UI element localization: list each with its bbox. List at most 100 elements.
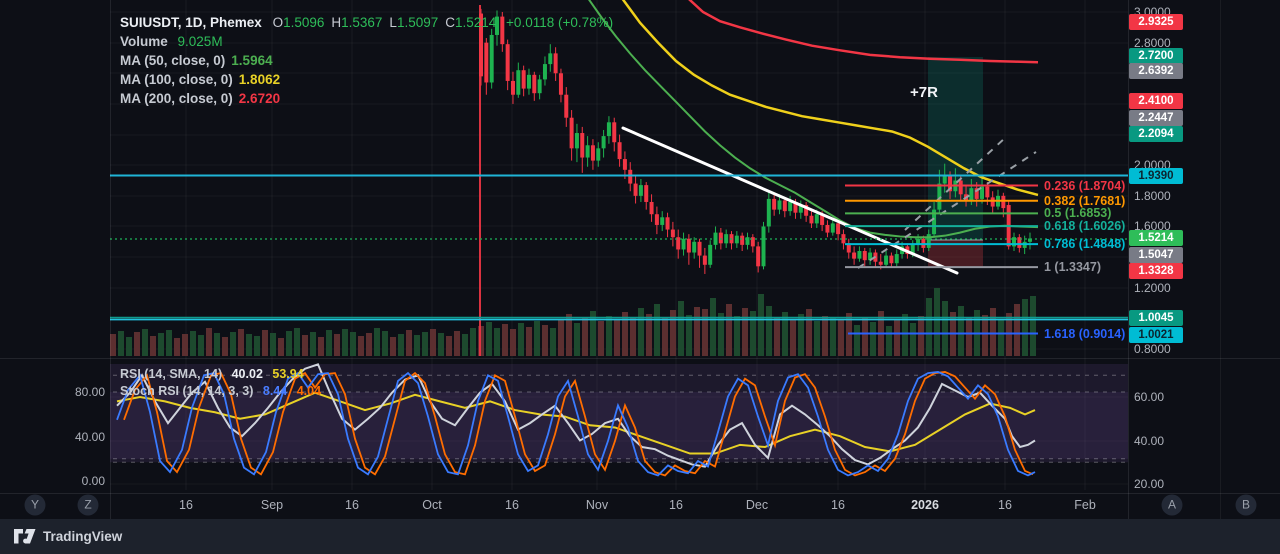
scale-button-a[interactable]: A — [1161, 494, 1183, 516]
price-badge: 2.2447 — [1129, 110, 1183, 126]
time-label: 16 — [831, 498, 845, 512]
time-label: 16 — [669, 498, 683, 512]
pane-separator[interactable] — [0, 358, 1280, 359]
pane-left-border — [110, 0, 111, 519]
price-badge: 1.0021 — [1129, 327, 1183, 343]
chart-legend[interactable]: SUIUSDT, 1D, Phemex O1.5096 H1.5367 L1.509… — [120, 13, 613, 108]
time-label: 16 — [998, 498, 1012, 512]
fib-label: 0.236 (1.8704) — [1044, 178, 1126, 193]
time-label: Dec — [745, 498, 769, 512]
legend-symbol-row[interactable]: SUIUSDT, 1D, Phemex O1.5096 H1.5367 L1.509… — [120, 13, 613, 32]
stoch-d-line — [123, 371, 1034, 477]
rsi-ma-line — [116, 391, 1036, 455]
indicator-tick-left: 80.00 — [74, 385, 105, 399]
fib-label: 0.786 (1.4848) — [1044, 237, 1126, 252]
indicator-tick-right: 20.00 — [1134, 477, 1165, 491]
stoch-label: Stoch RSI (14, 14, 3, 3) — [120, 384, 254, 398]
ma-value: 1.8062 — [238, 72, 281, 87]
risk-reward-label[interactable]: +7R — [910, 84, 938, 101]
legend-volume-row[interactable]: Volume 9.025M — [120, 32, 613, 51]
time-label: 16 — [505, 498, 519, 512]
scale-button-b[interactable]: B — [1235, 494, 1257, 516]
tradingview-logo-icon — [14, 529, 36, 544]
dashed-trendline-2[interactable] — [904, 137, 1006, 231]
ohlc-key: L — [389, 15, 397, 30]
ma-value: 2.6720 — [238, 91, 281, 106]
ma100-line — [621, 0, 1039, 197]
price-badge: 2.7200 — [1129, 48, 1183, 64]
symbol-title[interactable]: SUIUSDT, 1D, Phemex — [120, 15, 262, 30]
ohlc-val: 1.5097 — [396, 15, 439, 30]
price-badge: 2.6392 — [1129, 63, 1183, 79]
time-label: 16 — [345, 498, 359, 512]
time-label: 16 — [179, 498, 193, 512]
fib-label: 0.382 (1.7681) — [1044, 193, 1126, 208]
long-position-tool[interactable] — [928, 57, 983, 268]
price-axis-border — [1128, 0, 1129, 519]
time-label: 2026 — [911, 498, 939, 512]
ohlc-val: 1.5367 — [341, 15, 383, 30]
ma-label: MA (50, close, 0) — [120, 53, 226, 68]
ohlc-key: O — [272, 15, 284, 30]
fib-label: 0.618 (1.6026) — [1044, 219, 1126, 234]
volume-value: 9.025M — [177, 34, 223, 49]
indicator-tick-right: 40.00 — [1134, 434, 1165, 448]
ma-legend-rows: MA (50, close, 0) 1.5964 MA (100, close, 0… — [120, 51, 613, 108]
price-tick: 1.6000 — [1134, 219, 1171, 233]
rsi-label: RSI (14, SMA, 14) — [120, 367, 223, 381]
rsi-legend-row[interactable]: RSI (14, SMA, 14) 40.02 53.94 — [120, 366, 321, 383]
ma200-line — [688, 0, 1039, 64]
fib-label: 1.618 (0.9014) — [1044, 326, 1126, 341]
oscillator-lines — [116, 363, 1036, 477]
time-label: Nov — [585, 498, 609, 512]
brand-name: TradingView — [43, 529, 123, 544]
price-tick: 1.2000 — [1134, 281, 1171, 295]
ma50-line — [588, 0, 1039, 239]
price-badge: 2.9325 — [1129, 14, 1183, 30]
price-badge: 1.0045 — [1129, 310, 1183, 326]
volume-histogram — [110, 288, 1036, 356]
scale-button-y[interactable]: Y — [24, 494, 46, 516]
rsi-value: 40.02 — [231, 367, 263, 381]
ma-value: 1.5964 — [231, 53, 273, 68]
price-badge: 1.9390 — [1129, 168, 1183, 184]
ohlc-val: 1.5096 — [283, 15, 325, 30]
price-tick: 2.8000 — [1134, 36, 1171, 50]
ma-label: MA (100, close, 0) — [120, 72, 233, 87]
volume-label: Volume — [120, 34, 168, 49]
footer-bar: TradingView — [0, 519, 1280, 554]
stoch-k-line — [116, 371, 1036, 477]
scale-button-z[interactable]: Z — [77, 494, 99, 516]
rsi-ma-value: 53.94 — [272, 367, 304, 381]
fib-label: 0.5 (1.6853) — [1044, 206, 1112, 221]
stoch-legend-row[interactable]: Stoch RSI (14, 14, 3, 3) 8.44 4.04 — [120, 383, 321, 400]
time-label: Feb — [1074, 498, 1096, 512]
ma-legend-row[interactable]: MA (50, close, 0) 1.5964 — [120, 51, 613, 70]
price-badge: 1.3328 — [1129, 263, 1183, 279]
indicator-tick-left: 0.00 — [81, 474, 105, 488]
price-axis-b-border — [1220, 0, 1221, 519]
indicator-legend[interactable]: RSI (14, SMA, 14) 40.02 53.94 Stoch RSI … — [120, 366, 321, 400]
indicator-tick-right: 60.00 — [1134, 390, 1165, 404]
stoch-k-value: 8.44 — [262, 384, 288, 398]
ohlc-key: C — [445, 15, 455, 30]
price-tick: 0.8000 — [1134, 342, 1171, 356]
ma-legend-row[interactable]: MA (200, close, 0) 2.6720 — [120, 89, 613, 108]
tradingview-brand-link[interactable]: TradingView — [14, 529, 122, 544]
ohlc-values: O1.5096 H1.5367 L1.5097 C1.5214 — [266, 15, 497, 30]
ma-legend-row[interactable]: MA (100, close, 0) 1.8062 — [120, 70, 613, 89]
change-value: +0.0118 (+0.78%) — [506, 15, 614, 30]
moving-averages — [588, 0, 1039, 239]
indicator-tick-left: 40.00 — [74, 430, 105, 444]
rsi-line — [116, 363, 1036, 468]
price-tick: 1.8000 — [1134, 189, 1171, 203]
time-label: Sep — [260, 498, 284, 512]
time-axis-border — [0, 493, 1280, 494]
white-trendline[interactable] — [621, 126, 959, 275]
fib-retracement[interactable] — [845, 184, 1038, 335]
time-label: Oct — [422, 498, 442, 512]
price-badge: 1.5214 — [1129, 230, 1183, 246]
price-badge: 1.5047 — [1129, 247, 1183, 263]
